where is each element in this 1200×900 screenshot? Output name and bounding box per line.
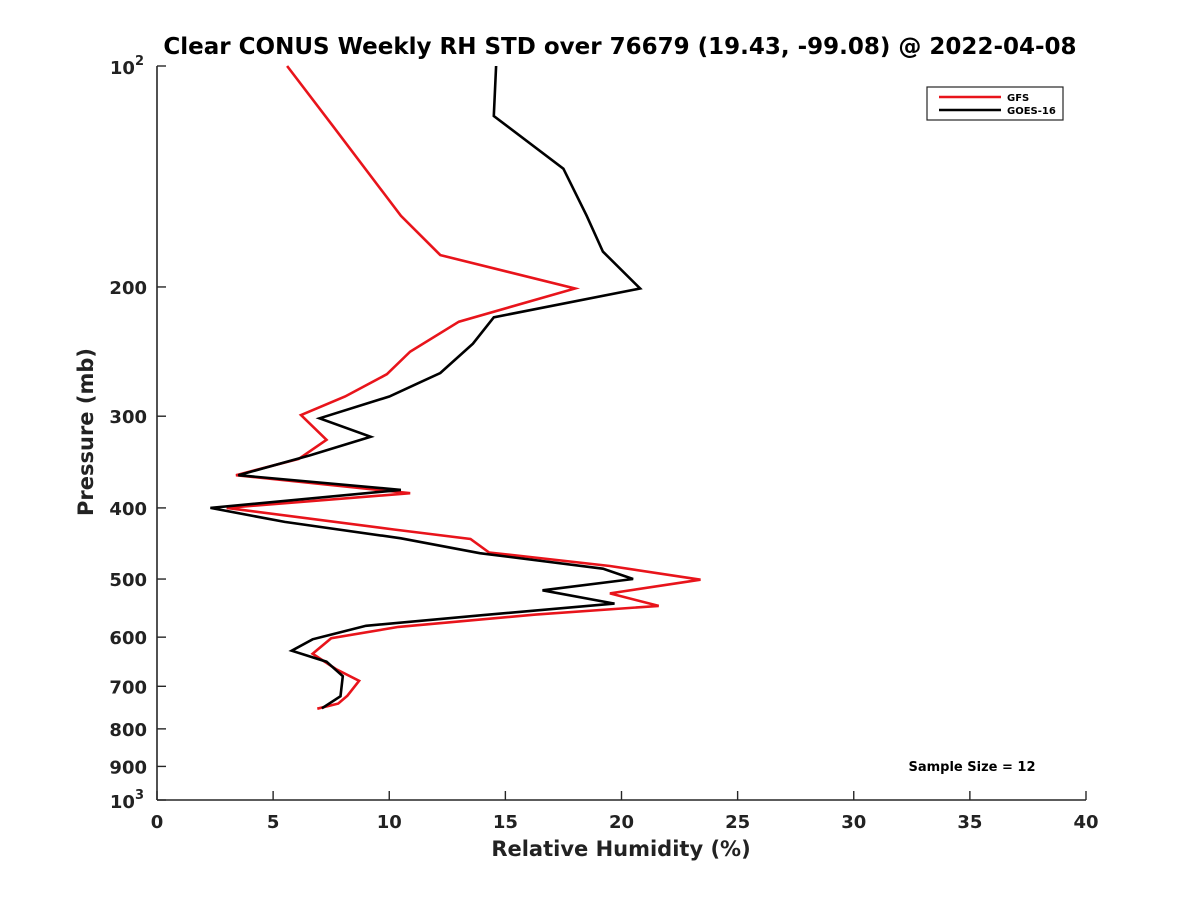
x-tick-label: 0: [151, 812, 164, 833]
x-tick-label: 5: [267, 812, 280, 833]
x-tick-label: 25: [725, 812, 750, 833]
sample-size-annotation: Sample Size = 12: [908, 760, 1035, 775]
x-tick-label: 40: [1073, 812, 1098, 833]
y-tick-label: 800: [109, 720, 147, 741]
y-tick-base: 10: [110, 792, 135, 813]
chart-title: Clear CONUS Weekly RH STD over 76679 (19…: [163, 34, 1076, 60]
series-line-gfs: [226, 65, 701, 710]
y-tick-label: 700: [109, 677, 147, 698]
y-tick-exponent: 2: [135, 54, 144, 69]
legend-label-gfs: GFS: [1007, 93, 1029, 104]
y-tick-label: 600: [109, 628, 147, 649]
legend-box: [926, 86, 1064, 121]
y-tick-label: 400: [109, 499, 147, 520]
x-axis-label: Relative Humidity (%): [491, 837, 750, 861]
y-axis-label: Pressure (mb): [74, 348, 98, 516]
series-line-goes-16: [210, 65, 643, 710]
y-tick-label: 200: [109, 278, 147, 299]
legend-label-goes-16: GOES-16: [1007, 106, 1056, 117]
x-tick-label: 20: [609, 812, 634, 833]
y-tick-label: 103: [110, 788, 144, 813]
y-tick-label: 900: [109, 757, 147, 778]
x-tick-label: 30: [841, 812, 866, 833]
y-tick-label: 500: [109, 570, 147, 591]
x-tick-label: 10: [377, 812, 402, 833]
y-tick-exponent: 3: [135, 788, 144, 803]
y-tick-base: 10: [110, 58, 135, 79]
legend: GFS GOES-16: [926, 86, 1064, 121]
plot-axes: 0 5 10 15 20 25 30 35 40102103200300400500600700…: [109, 54, 1098, 833]
x-tick-label: 15: [493, 812, 518, 833]
y-tick-label: 300: [109, 407, 147, 428]
series-layer: [210, 65, 701, 710]
x-tick-label: 35: [957, 812, 982, 833]
y-tick-label: 102: [110, 54, 144, 79]
